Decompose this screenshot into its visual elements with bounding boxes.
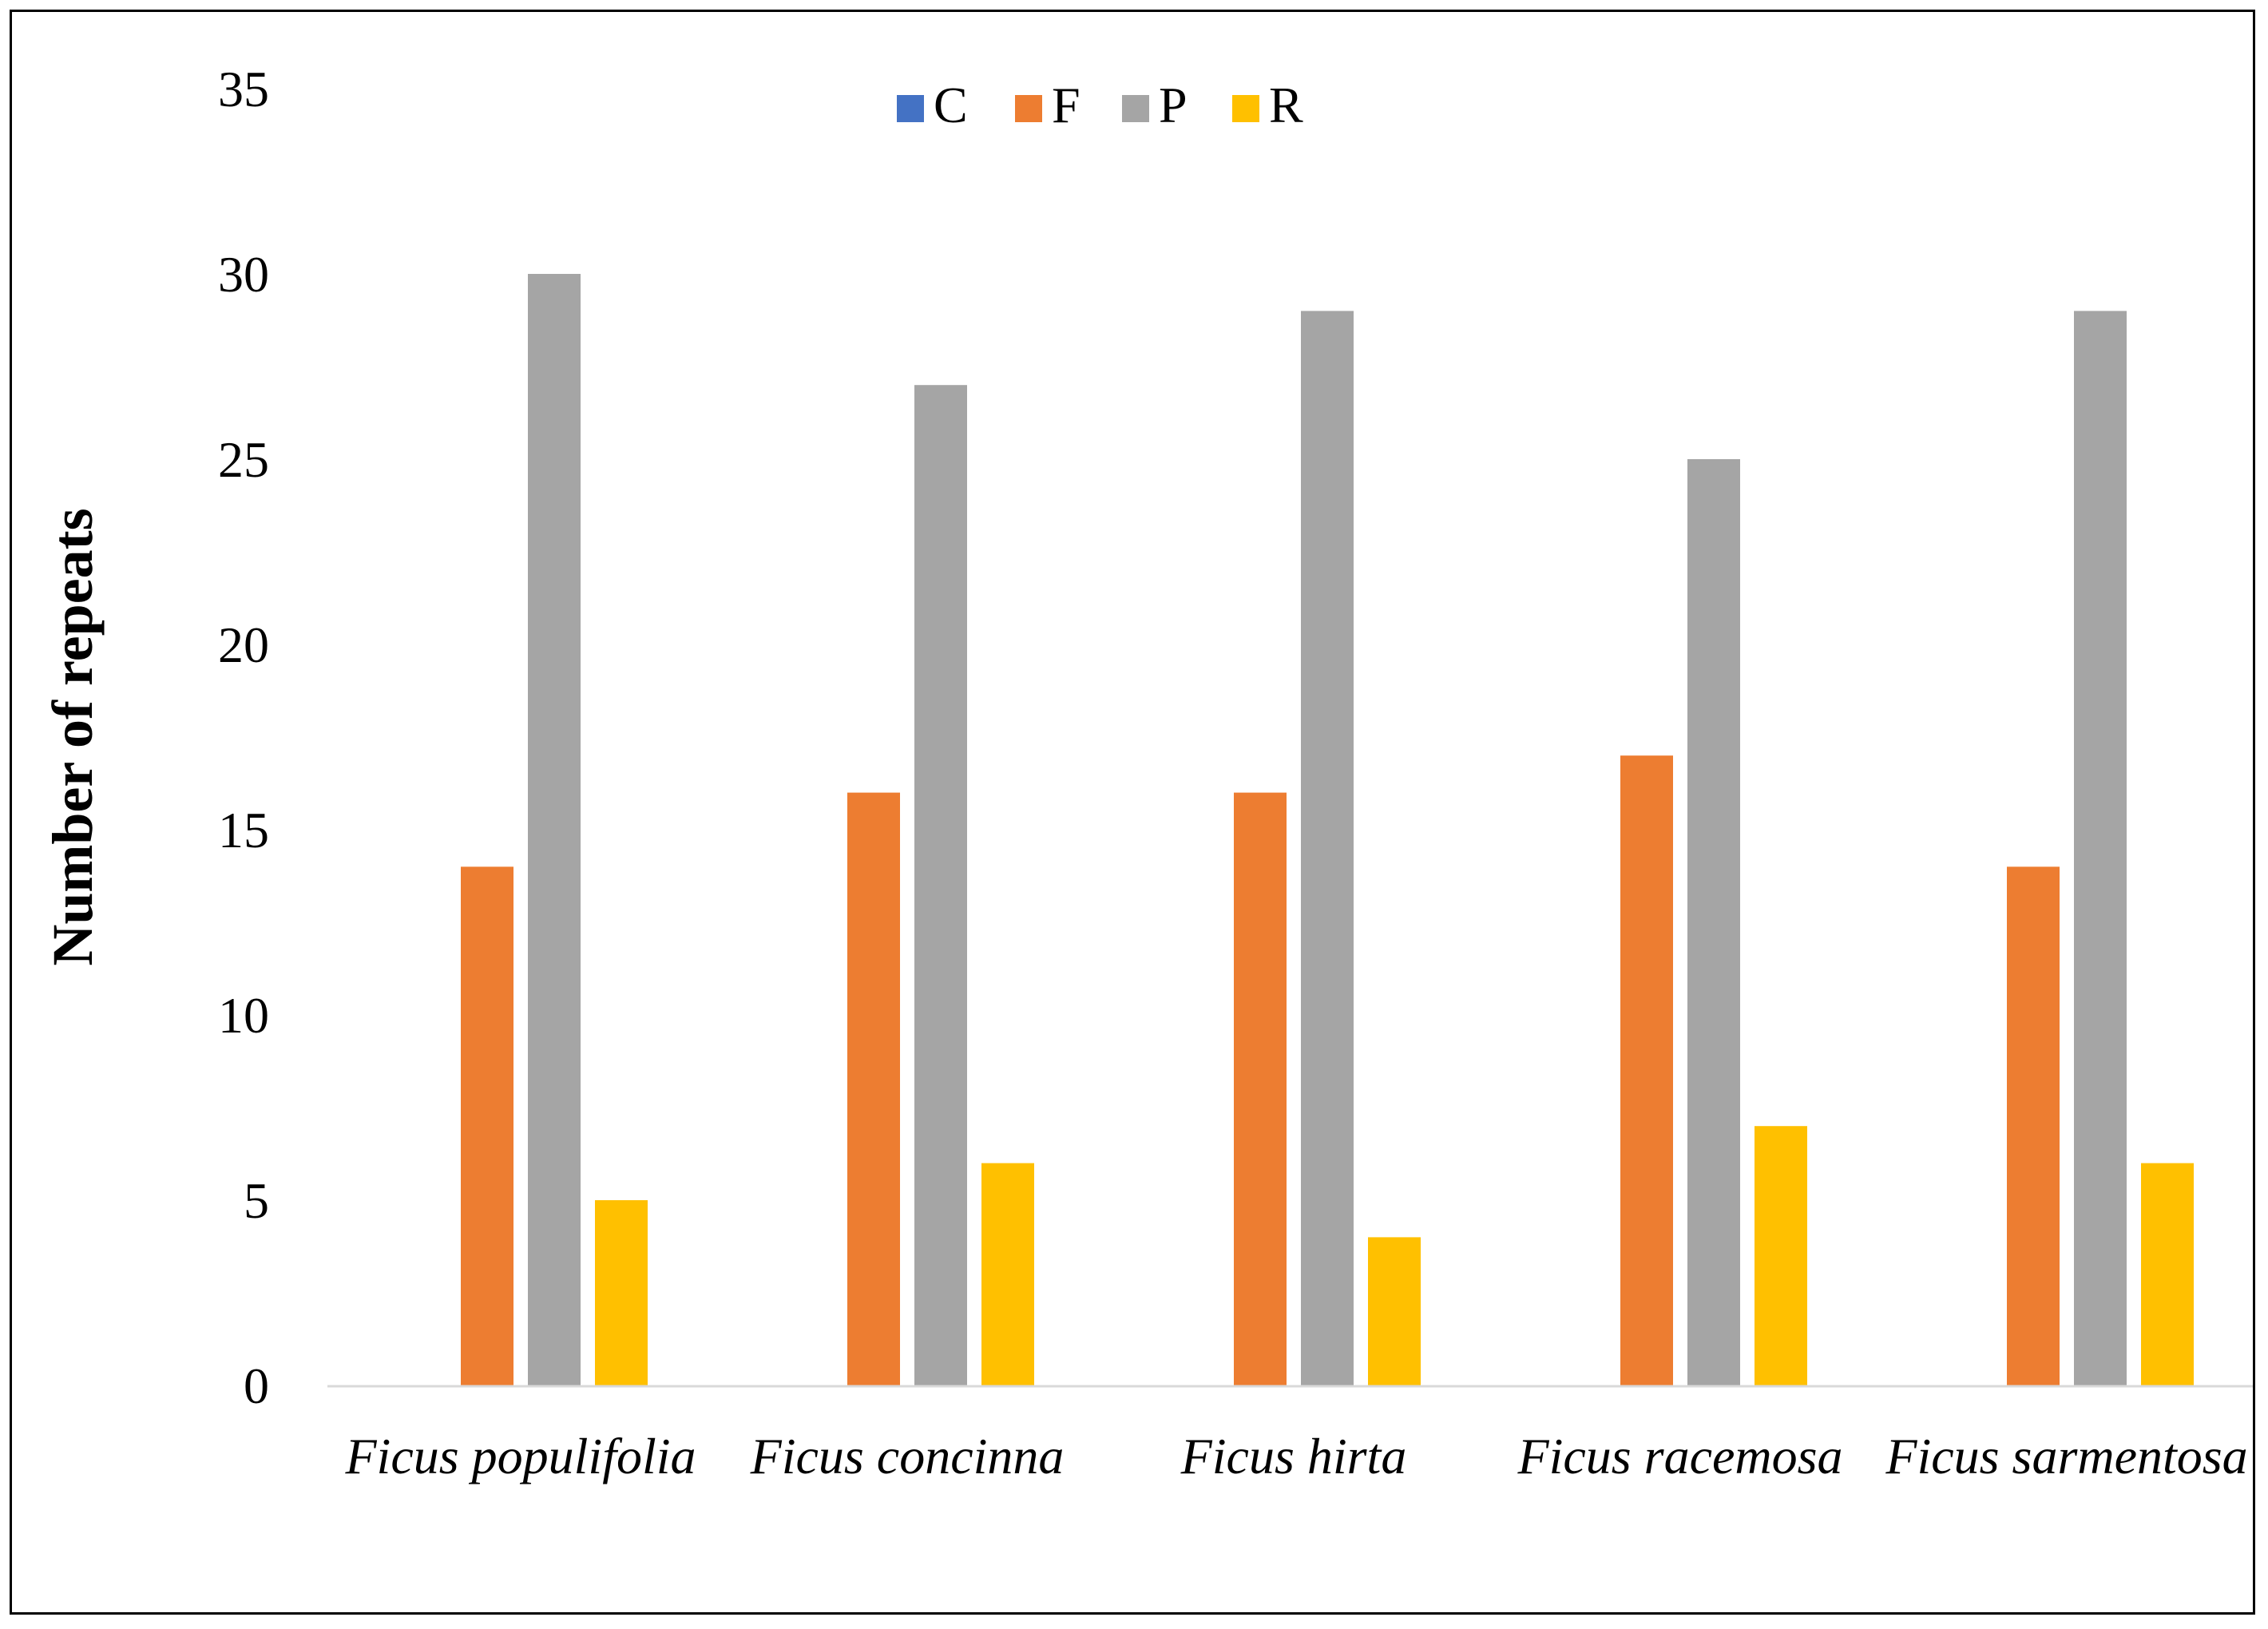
legend-label-p: P [1159, 77, 1188, 133]
x-axis-labels: Ficus populifolia Ficus concinna Ficus hir… [344, 1428, 2247, 1484]
bar-f [2007, 866, 2060, 1385]
bar-f [1620, 755, 1673, 1385]
legend-label-c: C [934, 77, 968, 133]
bar-p [1687, 459, 1740, 1385]
chart-frame: 0 5 10 15 20 25 30 35 Ficus populifolia Ficus co… [10, 10, 2255, 1615]
x-tick-label: Ficus sarmentosa [1885, 1428, 2247, 1484]
bars [461, 274, 2194, 1386]
bar-p [528, 274, 581, 1385]
y-axis-ticks: 0 5 10 15 20 25 30 35 [218, 61, 269, 1414]
legend-swatch-c [897, 95, 924, 122]
bar-chart: 0 5 10 15 20 25 30 35 Ficus populifolia Ficus co… [41, 61, 2253, 1484]
y-tick-label: 20 [218, 616, 269, 673]
legend-swatch-p [1122, 95, 1149, 122]
bar-p [1301, 311, 1354, 1385]
bar-r [2141, 1163, 2194, 1385]
y-tick-label: 10 [218, 987, 269, 1044]
y-tick-label: 30 [218, 246, 269, 303]
bar-p [2074, 311, 2127, 1385]
bar-p [914, 385, 967, 1386]
y-tick-label: 5 [244, 1172, 269, 1229]
x-tick-label: Ficus concinna [750, 1428, 1065, 1484]
x-tick-label: Ficus racemosa [1517, 1428, 1842, 1484]
bar-r [1368, 1237, 1421, 1385]
y-tick-label: 15 [218, 802, 269, 858]
legend-swatch-f [1015, 95, 1042, 122]
legend-label-f: F [1052, 77, 1080, 133]
bar-r [1755, 1126, 1807, 1385]
x-tick-label: Ficus populifolia [344, 1428, 696, 1484]
bar-f [461, 866, 513, 1385]
bar-r [981, 1163, 1034, 1385]
y-tick-label: 35 [218, 61, 269, 117]
bar-f [847, 792, 900, 1385]
bar-r [595, 1200, 648, 1385]
y-axis-title: Number of repeats [41, 508, 105, 965]
x-tick-label: Ficus hirta [1180, 1428, 1407, 1484]
legend-swatch-r [1232, 95, 1259, 122]
legend-label-r: R [1269, 77, 1303, 133]
y-tick-label: 0 [244, 1358, 269, 1414]
bar-f [1234, 792, 1287, 1385]
y-tick-label: 25 [218, 431, 269, 488]
